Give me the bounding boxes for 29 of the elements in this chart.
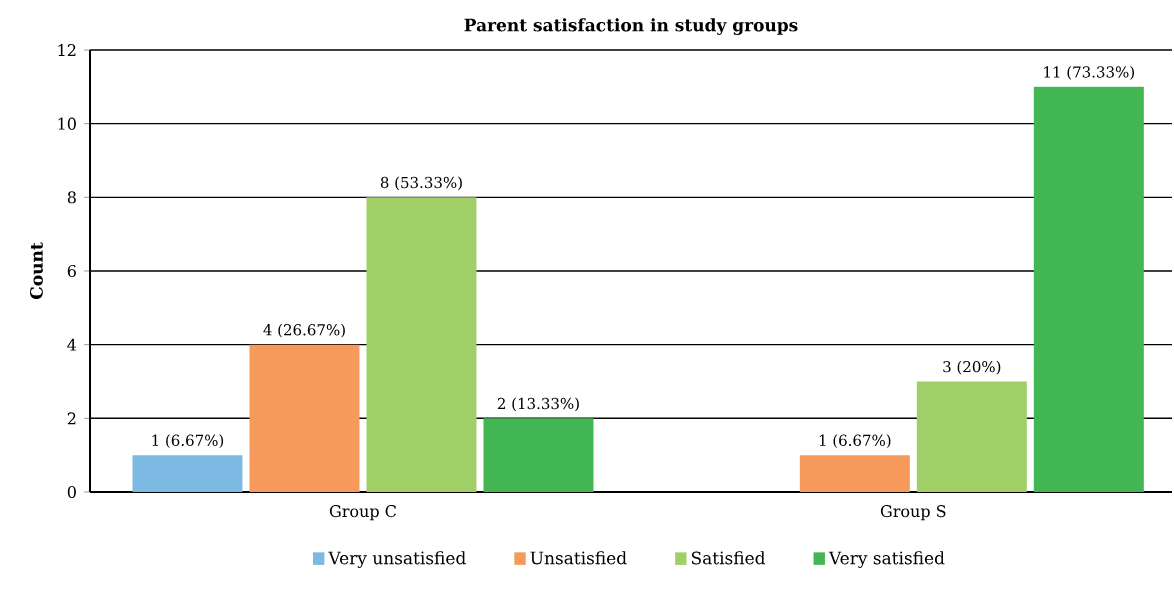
data-label: 1 (6.67%)	[152, 434, 224, 449]
x-tick-label: Group S	[880, 505, 946, 521]
bar	[132, 455, 243, 492]
x-tick-label: Group C	[329, 505, 396, 521]
bar	[916, 381, 1027, 492]
y-axis-title: Count	[30, 242, 43, 299]
y-tick-label: 6	[67, 264, 76, 278]
y-tick-label: 8	[67, 191, 76, 204]
legend-label: Unsatisfied	[530, 551, 627, 565]
y-tick-label: 4	[67, 338, 77, 351]
bar	[366, 197, 477, 492]
data-label: 3 (20%)	[943, 360, 1001, 375]
bar	[249, 344, 360, 492]
chart-title: Parent satisfaction in study groups	[464, 18, 798, 35]
legend-label: Very satisfied	[828, 551, 945, 568]
y-tick-label: 12	[58, 44, 76, 56]
y-tick-label: 2	[67, 412, 76, 425]
legend-label: Satisfied	[691, 551, 766, 565]
bar	[1033, 86, 1144, 492]
data-label: 8 (53.33%)	[380, 176, 462, 191]
data-label: 1 (6.67%)	[819, 434, 891, 449]
legend-label: Very unsatisfied	[328, 551, 466, 568]
bar	[799, 455, 910, 492]
y-tick-label: 0	[67, 485, 76, 499]
data-label: 4 (26.67%)	[263, 323, 345, 338]
y-tick-label: 10	[58, 117, 76, 130]
data-label: 2 (13.33%)	[497, 397, 579, 412]
bar	[483, 418, 594, 492]
data-label: 11 (73.33%)	[1044, 66, 1134, 80]
